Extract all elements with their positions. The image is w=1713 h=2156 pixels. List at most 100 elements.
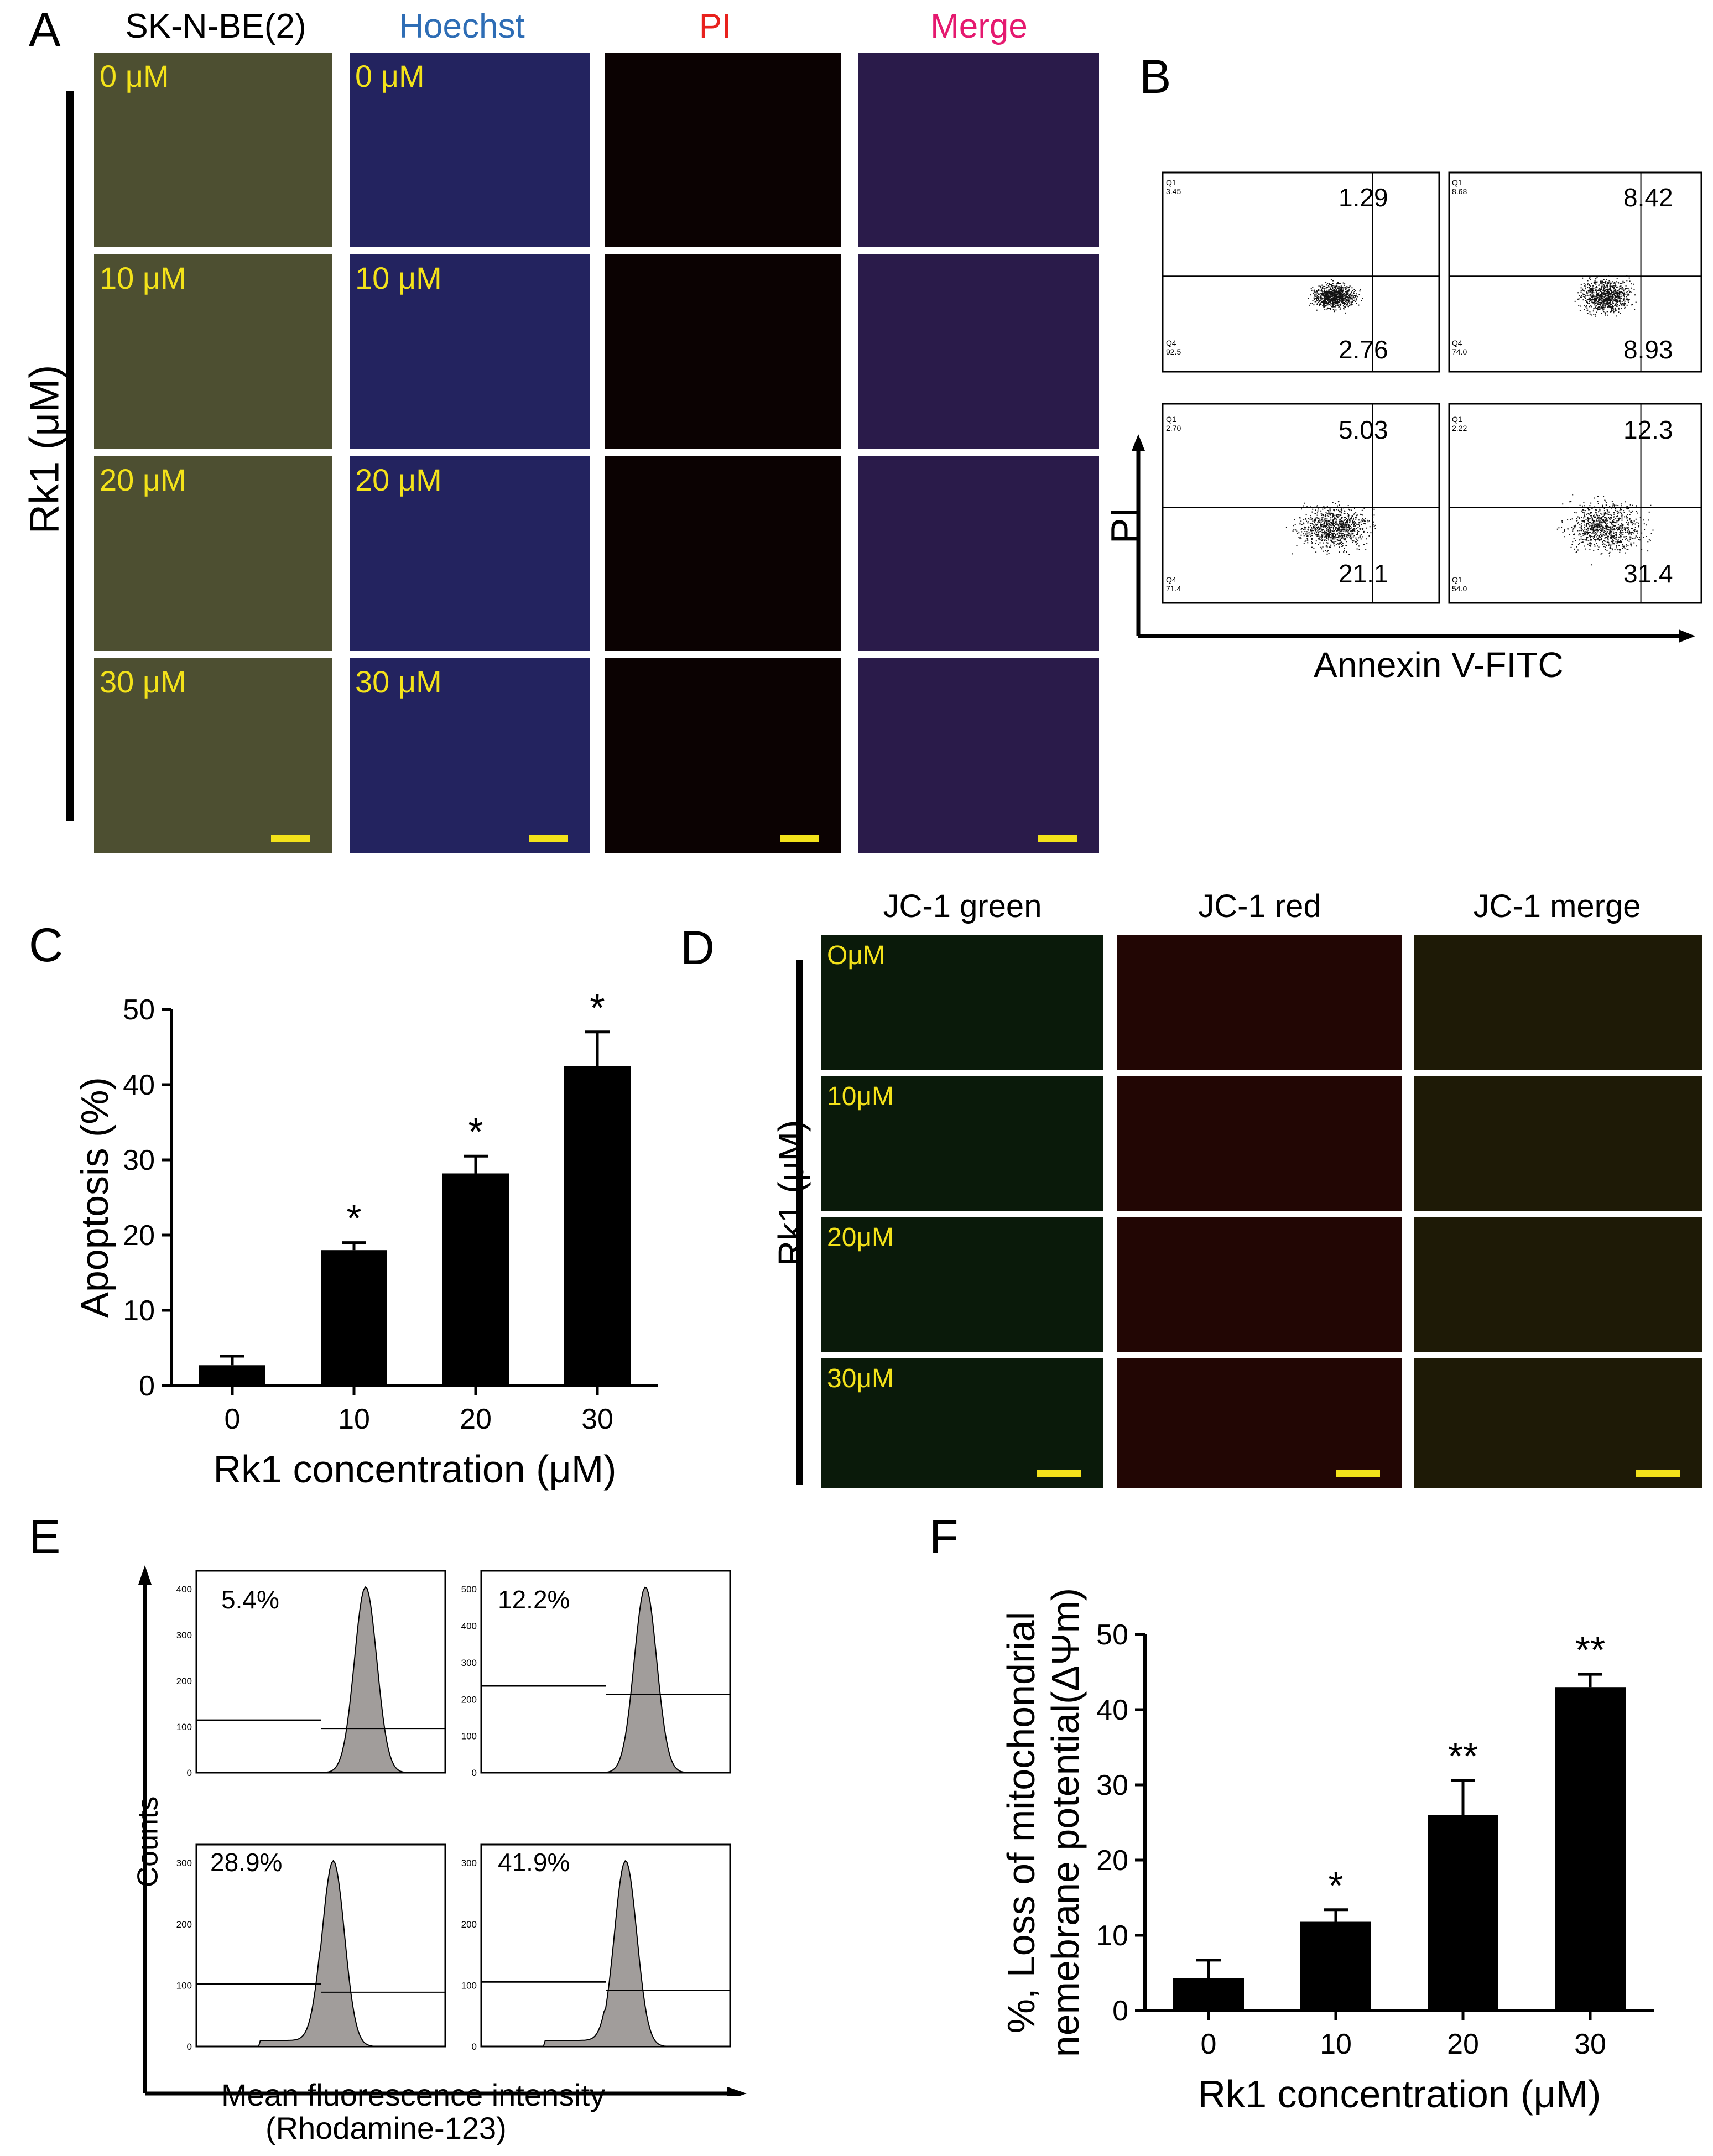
x-tick-label: 0 — [1201, 2028, 1217, 2060]
dose-label: 0 μM — [100, 59, 169, 93]
histogram-y-tick-label: 300 — [176, 1630, 192, 1641]
panel-e-histograms: 0 100 200 300 400 0 100 200 300 400 500 0 100 200 300 0… — [138, 1565, 747, 2096]
histogram-y-tick-label: 500 — [461, 1584, 477, 1595]
flow-q4-small-0: Q4 92.5 — [1166, 338, 1181, 356]
y-tick-label: 20 — [1096, 1845, 1128, 1877]
panel-label-a: A — [29, 3, 61, 56]
histogram-y-tick-label: 100 — [461, 1731, 477, 1742]
micro-jc1-green-20: 20μM — [821, 1217, 1103, 1352]
histogram-y-tick-label: 0 — [187, 1768, 192, 1778]
micro-jc1-red-20 — [1117, 1217, 1402, 1352]
y-tick-label: 50 — [1096, 1619, 1128, 1651]
y-axis-label: Apoptosis (%) — [73, 1077, 116, 1318]
y-tick-label: 40 — [123, 1069, 155, 1101]
histogram-y-tick-label: 200 — [461, 1919, 477, 1930]
bar — [321, 1250, 387, 1386]
dose-label: 30μM — [827, 1364, 894, 1393]
scale-bar — [780, 835, 819, 842]
bar — [1300, 1921, 1371, 2011]
dose-label: 30 μM — [100, 664, 186, 699]
panel-d-header-merge: JC-1 merge — [1473, 888, 1641, 924]
micro-merge-10 — [858, 254, 1099, 449]
panel-b-flow-plots — [1132, 171, 1702, 643]
panel-d-header-red: JC-1 red — [1198, 888, 1321, 924]
x-tick-label: 0 — [225, 1403, 241, 1435]
histogram-curve — [196, 1860, 445, 2047]
histogram-y-tick-label: 300 — [176, 1858, 192, 1868]
y-tick-label: 0 — [1112, 1995, 1128, 2027]
histogram-curve — [481, 1860, 730, 2047]
micro-phase-10: 10 μM — [94, 254, 332, 449]
scale-bar — [1336, 1470, 1380, 1477]
histogram-y-tick-label: 400 — [461, 1621, 477, 1632]
flow-q4-small-2: Q4 71.4 — [1166, 575, 1181, 593]
micro-hoechst-0: 0 μM — [350, 53, 590, 247]
micro-jc1-red-30 — [1117, 1358, 1402, 1488]
x-tick-label: 20 — [460, 1403, 492, 1435]
panel-a-rk1-label: Rk1 (μM) — [21, 364, 67, 534]
significance-marker: ** — [1448, 1735, 1478, 1778]
micro-jc1-merge-0 — [1414, 935, 1702, 1070]
dose-label: OμM — [827, 941, 885, 970]
panel-label-d: D — [680, 921, 715, 975]
micro-jc1-green-0: OμM — [821, 935, 1103, 1070]
panel-a-rk1-bracket — [66, 91, 74, 821]
dose-label: 10μM — [827, 1082, 894, 1111]
flow-q2-2: 5.03 — [1339, 415, 1388, 444]
micro-pi-10 — [605, 254, 841, 449]
panel-a-header-pi: PI — [699, 7, 732, 45]
x-tick-label: 20 — [1447, 2028, 1479, 2060]
micro-pi-0 — [605, 53, 841, 247]
micro-hoechst-30: 30 μM — [350, 658, 590, 853]
panel-d-rk1-label: Rk1 (μM) — [771, 1119, 811, 1267]
dose-label: 20 μM — [355, 462, 442, 497]
bar — [199, 1365, 265, 1386]
y-tick-label: 50 — [123, 994, 155, 1026]
scale-bar — [271, 835, 310, 842]
bar — [564, 1066, 631, 1386]
x-tick-label: 30 — [581, 1403, 613, 1435]
dose-label: 20μM — [827, 1223, 894, 1252]
flow-events — [1308, 279, 1363, 314]
scale-bar — [1636, 1470, 1680, 1477]
y-tick-label: 10 — [1096, 1920, 1128, 1952]
dose-label: 10 μM — [355, 261, 442, 295]
histogram-y-tick-label: 300 — [461, 1658, 477, 1668]
scale-bar — [1037, 1470, 1081, 1477]
significance-marker: ** — [1575, 1628, 1605, 1671]
significance-marker: * — [590, 986, 605, 1029]
bar — [1173, 1978, 1244, 2011]
y-tick-label: 30 — [1096, 1769, 1128, 1801]
histogram-y-tick-label: 0 — [472, 2042, 477, 2052]
y-axis-label: nemebrane potential(ΔΨm) — [1044, 1588, 1087, 2057]
x-axis-label: Rk1 concentration (μM) — [214, 1447, 617, 1491]
flow-plot-frame — [1448, 171, 1702, 373]
y-tick-label: 30 — [123, 1144, 155, 1176]
micro-jc1-red-10 — [1117, 1076, 1402, 1211]
micro-jc1-green-30: 30μM — [821, 1358, 1103, 1488]
histogram-frame — [480, 1570, 731, 1774]
significance-marker: * — [1328, 1864, 1343, 1907]
micro-jc1-merge-30 — [1414, 1358, 1702, 1488]
flow-q1-small-0: Q1 3.45 — [1166, 178, 1181, 196]
significance-marker: * — [346, 1197, 361, 1240]
histogram-curve — [481, 1586, 730, 1773]
flow-q2-1: 8.42 — [1623, 183, 1673, 212]
micro-jc1-merge-20 — [1414, 1217, 1702, 1352]
histogram-y-tick-label: 200 — [176, 1676, 192, 1686]
y-tick-label: 0 — [139, 1370, 155, 1402]
micro-pi-30 — [605, 658, 841, 853]
hist-percent-0: 5.4% — [221, 1585, 279, 1614]
panel-d-header-green: JC-1 green — [883, 888, 1042, 924]
flow-q2-3: 12.3 — [1623, 415, 1673, 444]
dose-label: 0 μM — [355, 59, 425, 93]
significance-marker: * — [468, 1110, 483, 1153]
histogram-frame — [195, 1570, 446, 1774]
histogram-y-tick-label: 0 — [187, 2042, 192, 2052]
dose-label: 30 μM — [355, 664, 442, 699]
y-tick-label: 40 — [1096, 1694, 1128, 1726]
scale-bar — [1038, 835, 1077, 842]
flow-q1-small-2: Q1 2.70 — [1166, 415, 1181, 433]
panel-label-c: C — [29, 919, 64, 972]
panel-e-axes — [138, 1565, 747, 2096]
